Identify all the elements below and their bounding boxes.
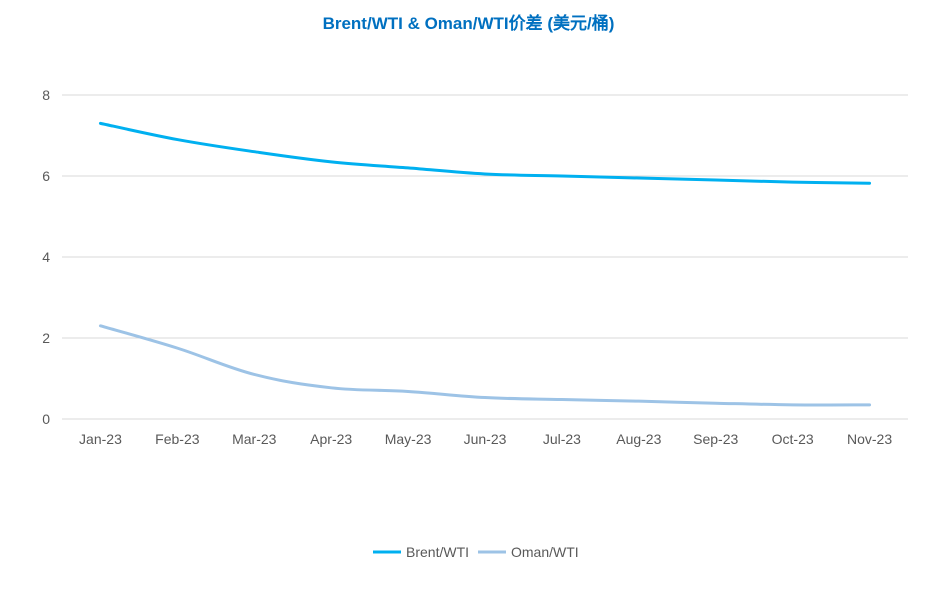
x-tick-label: Apr-23 [310,431,352,447]
x-tick-label: Nov-23 [847,431,892,447]
y-tick-label: 0 [42,411,50,427]
x-tick-label: Sep-23 [693,431,738,447]
x-tick-label: Aug-23 [616,431,661,447]
x-tick-label: Jan-23 [79,431,122,447]
x-tick-label: Oct-23 [772,431,814,447]
chart-title: Brent/WTI & Oman/WTI价差 (美元/桶) [322,14,615,33]
y-tick-label: 8 [42,87,50,103]
x-tick-label: Feb-23 [155,431,200,447]
y-tick-label: 4 [42,249,50,265]
legend-label: Oman/WTI [511,544,579,560]
y-tick-label: 6 [42,168,50,184]
y-tick-label: 2 [42,330,50,346]
x-tick-label: Mar-23 [232,431,277,447]
x-tick-label: May-23 [385,431,432,447]
legend-label: Brent/WTI [406,544,469,560]
legend: Brent/WTI Oman/WTI [373,544,579,560]
x-axis-tick-labels: Jan-23 Feb-23 Mar-23 Apr-23 May-23 Jun-23 Jul-… [79,431,892,447]
gridlines [62,94,908,420]
x-tick-label: Jun-23 [464,431,507,447]
series-line-1 [98,324,872,407]
series-line-0 [98,121,872,185]
x-tick-label: Jul-23 [543,431,581,447]
y-axis-tick-labels: 0 2 4 6 8 [42,87,50,427]
series-lines [98,121,872,407]
